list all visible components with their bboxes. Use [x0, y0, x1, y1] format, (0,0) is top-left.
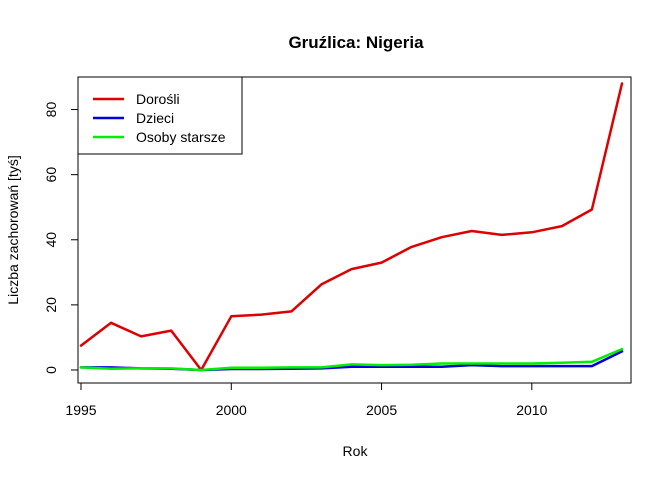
legend: Dorośli Dzieci Osoby starsze — [77, 76, 243, 155]
legend-label-2: Osoby starsze — [136, 129, 226, 145]
x-tick-label: 1995 — [65, 402, 96, 418]
legend-box — [77, 76, 243, 155]
x-tick-label: 2005 — [366, 402, 397, 418]
series-line-2 — [79, 347, 624, 372]
x-axis: 1995 2000 2005 2010 — [65, 383, 548, 418]
y-axis-label: Liczba zachorowań [tyś] — [5, 155, 21, 304]
y-tick-label: 40 — [43, 232, 59, 248]
y-tick-label: 80 — [43, 102, 59, 118]
y-axis: 0 20 40 60 80 — [43, 102, 78, 374]
series-line-0 — [79, 82, 624, 372]
x-tick-label: 2000 — [216, 402, 247, 418]
chart-title: Gruźlica: Nigeria — [288, 33, 424, 52]
x-axis-label: Rok — [343, 443, 369, 459]
y-tick-label: 60 — [43, 167, 59, 183]
x-tick-label: 2010 — [516, 402, 547, 418]
legend-label-1: Dzieci — [136, 110, 174, 126]
series-layer — [79, 82, 624, 372]
y-tick-label: 20 — [43, 297, 59, 313]
plot-frame — [77, 76, 632, 384]
legend-label-0: Dorośli — [136, 91, 180, 107]
y-tick-label: 0 — [43, 366, 59, 374]
